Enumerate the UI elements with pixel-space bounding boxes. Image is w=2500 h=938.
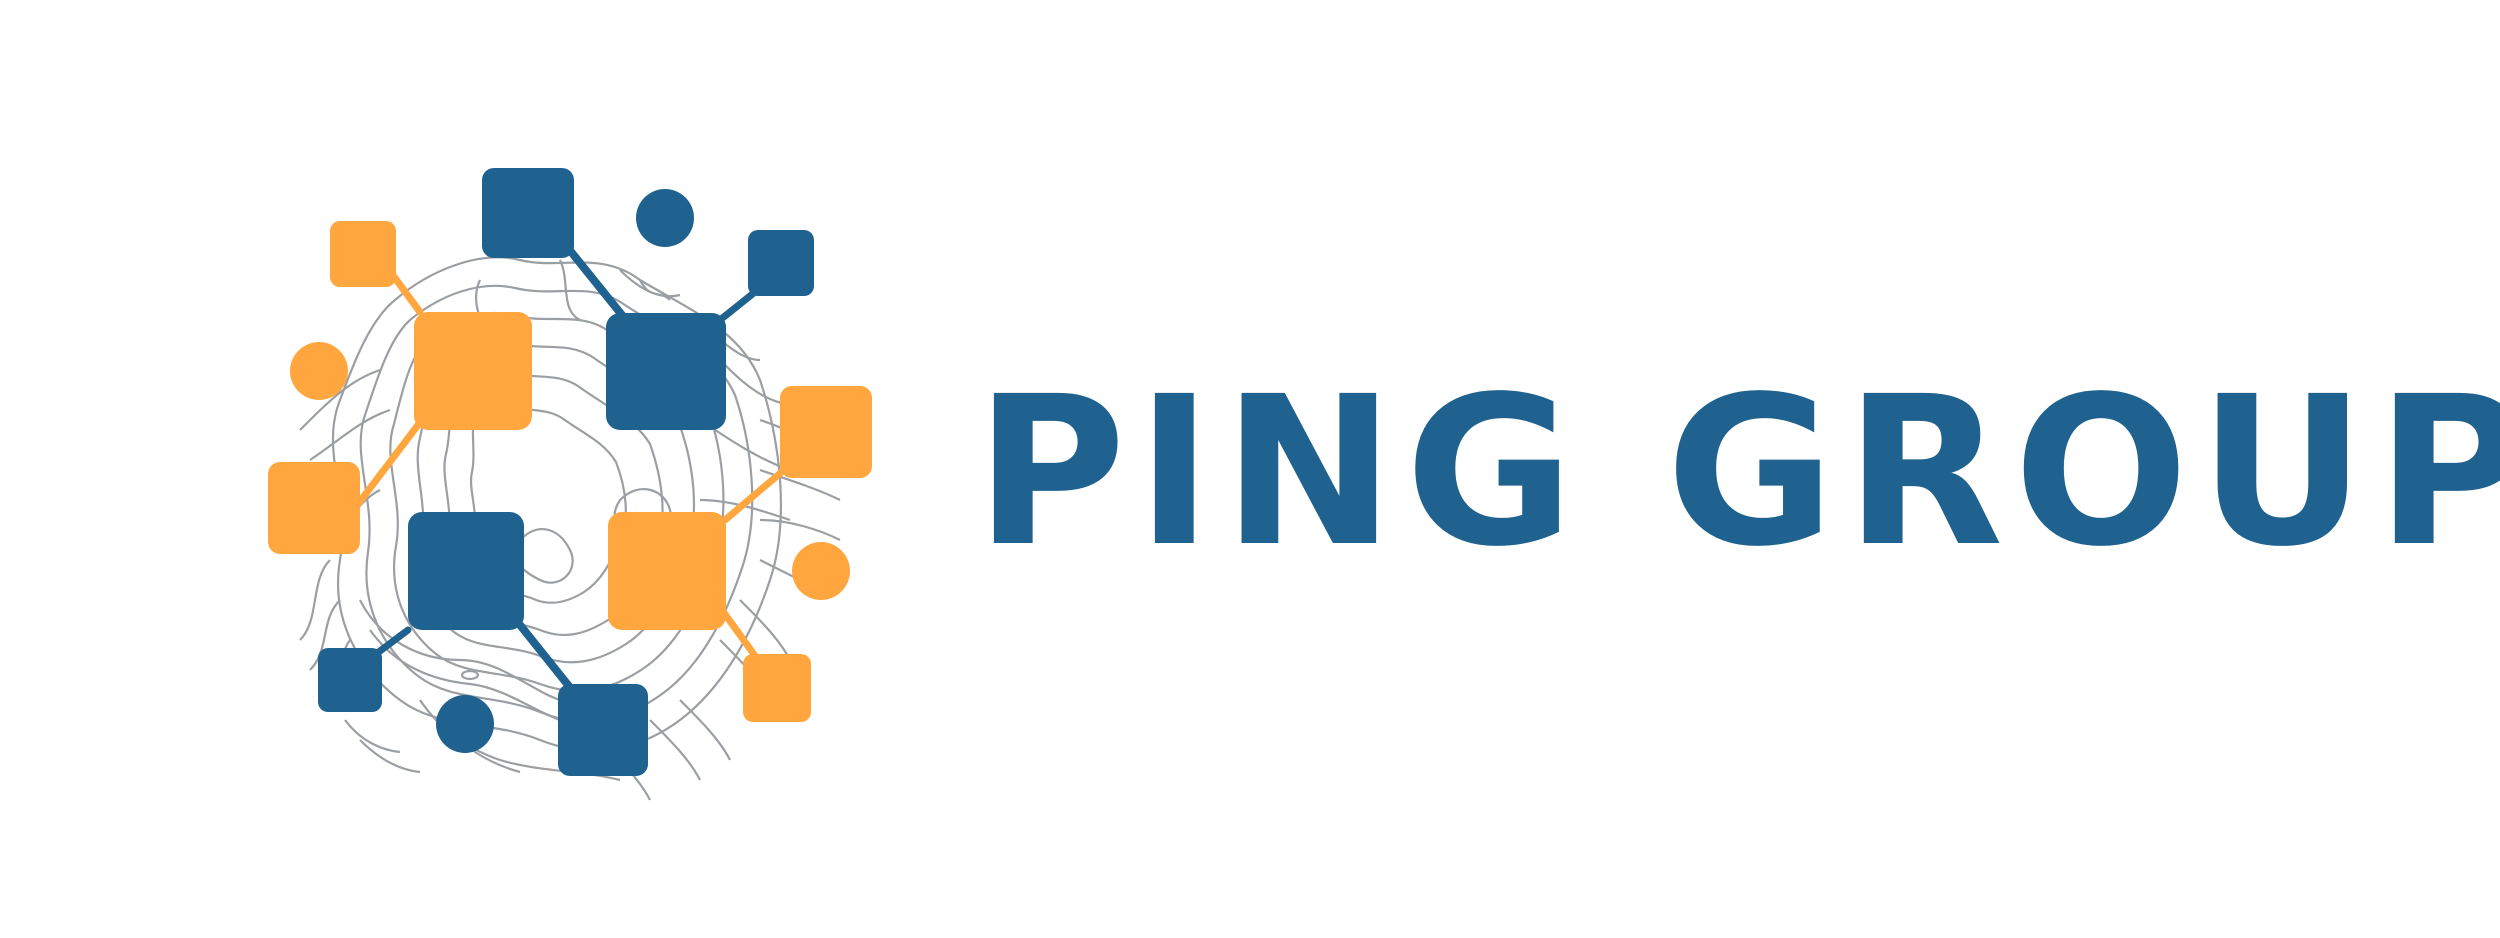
orange-node-center-low	[608, 512, 726, 630]
brand-wordmark: PING GROUP	[975, 362, 2500, 582]
network-nodes-contour-icon	[268, 168, 872, 801]
brand-name: PING GROUP	[975, 352, 2500, 592]
blue-node-top-right-small	[748, 230, 814, 296]
orange-node-bottom-right-small	[743, 654, 811, 722]
blue-node-lower-left	[408, 512, 524, 630]
blue-dot-top	[636, 189, 694, 247]
orange-nodes	[268, 221, 872, 722]
network-connectors	[351, 244, 794, 694]
orange-node-upper-left	[414, 312, 532, 430]
orange-node-top-left-small	[330, 221, 396, 287]
orange-node-right	[780, 386, 872, 478]
orange-dot-left	[290, 342, 348, 400]
blue-node-top	[482, 168, 574, 258]
blue-node-bottom	[558, 684, 648, 776]
blue-nodes	[318, 168, 814, 776]
blue-dot-bottom	[436, 695, 494, 753]
orange-node-left	[268, 462, 360, 554]
blue-node-center	[606, 313, 726, 430]
blue-node-bottom-left-small	[318, 648, 382, 712]
orange-dot-right	[792, 542, 850, 600]
